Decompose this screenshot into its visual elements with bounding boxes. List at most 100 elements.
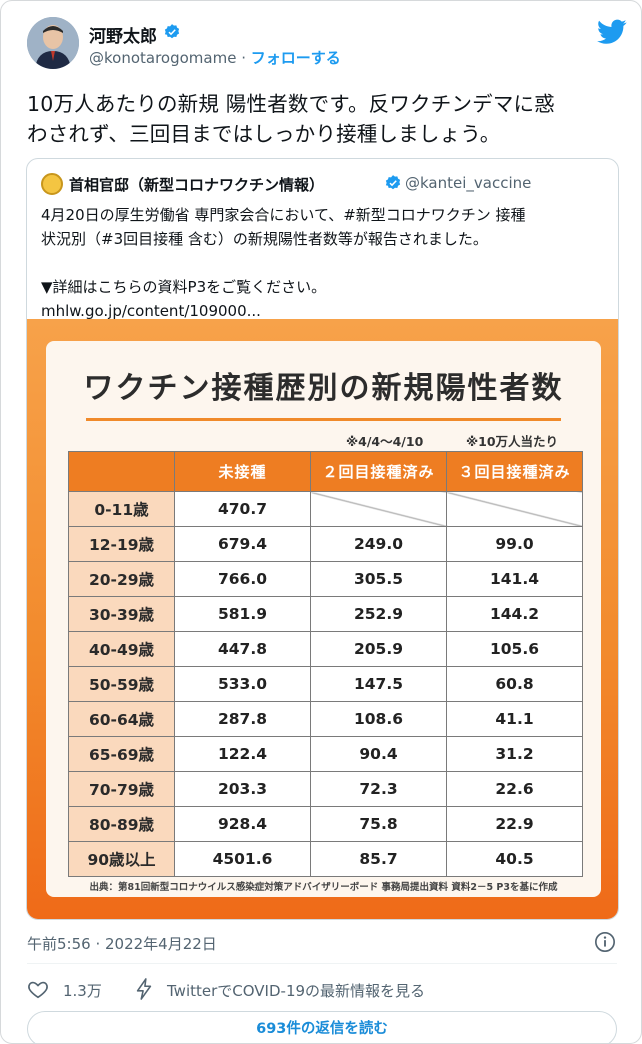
table-header-cell: ２回目接種済み xyxy=(310,451,447,492)
value-cell: 470.7 xyxy=(174,491,311,527)
value-cell: 105.6 xyxy=(446,631,583,667)
verified-badge-icon xyxy=(164,24,180,39)
author-name[interactable]: 河野太郎 xyxy=(89,27,157,47)
not-applicable-cell xyxy=(446,491,583,527)
avatar-portrait-icon xyxy=(27,17,79,69)
kantei-logo-icon xyxy=(41,173,63,195)
value-cell: 287.8 xyxy=(174,701,311,737)
table-row: 12-19歳 679.4 249.0 99.0 xyxy=(68,526,583,562)
read-replies-button[interactable]: 693件の返信を読む xyxy=(27,1011,617,1044)
value-cell: 249.0 xyxy=(310,526,447,562)
table-row: 90歳以上 4501.6 85.7 40.5 xyxy=(68,841,583,877)
table-row: 30-39歳 581.9 252.9 144.2 xyxy=(68,596,583,632)
twitter-bird-icon[interactable] xyxy=(597,19,627,45)
info-icon[interactable] xyxy=(594,931,616,953)
table-row: 65-69歳 122.4 90.4 31.2 xyxy=(68,736,583,772)
value-cell: 122.4 xyxy=(174,736,311,772)
quoted-author-name: 首相官邸（新型コロナワクチン情報） xyxy=(69,176,325,194)
value-cell: 766.0 xyxy=(174,561,311,597)
value-cell: 679.4 xyxy=(174,526,311,562)
age-group-cell: 40-49歳 xyxy=(68,631,175,667)
table-header-cell: 未接種 xyxy=(174,451,311,492)
quoted-author-handle: @kantei_vaccine xyxy=(405,174,532,192)
unit-note: ※10万人当たり xyxy=(466,434,559,449)
value-cell: 447.8 xyxy=(174,631,311,667)
value-cell: 22.6 xyxy=(446,771,583,807)
age-group-cell: 12-19歳 xyxy=(68,526,175,562)
value-cell: 581.9 xyxy=(174,596,311,632)
table-header-row: 未接種 ２回目接種済み ３回目接種済み xyxy=(68,451,583,492)
table-row: 50-59歳 533.0 147.5 60.8 xyxy=(68,666,583,702)
tweet-header: 河野太郎 @konotarogomame · フォローする xyxy=(27,17,627,77)
handle-line: @konotarogomame · フォローする xyxy=(89,47,341,68)
tweet-text-line: 10万人あたりの新規 陽性者数です。反ワクチンデマに惑 xyxy=(27,92,555,116)
age-group-cell: 60-64歳 xyxy=(68,701,175,737)
quoted-image[interactable]: ワクチン接種歴別の新規陽性者数 ※4/4～4/10 ※10万人当たり 未接種 ２… xyxy=(27,319,618,919)
bolt-icon xyxy=(136,978,152,1000)
table-header-cell: ３回目接種済み xyxy=(446,451,583,492)
table-row: 40-49歳 447.8 205.9 105.6 xyxy=(68,631,583,667)
age-group-cell: 80-89歳 xyxy=(68,806,175,842)
quoted-text-line: 状況別（#3回目接種 含む）の新規陽性者数等が報告されました。 xyxy=(41,230,488,248)
value-cell: 205.9 xyxy=(310,631,447,667)
heart-icon[interactable] xyxy=(27,978,49,1000)
value-cell: 75.8 xyxy=(310,806,447,842)
value-cell: 60.8 xyxy=(446,666,583,702)
value-cell: 4501.6 xyxy=(174,841,311,877)
table-header-cell xyxy=(68,451,175,492)
value-cell: 40.5 xyxy=(446,841,583,877)
value-cell: 305.5 xyxy=(310,561,447,597)
quoted-link[interactable]: mhlw.go.jp/content/109000... xyxy=(41,302,261,320)
age-group-cell: 70-79歳 xyxy=(68,771,175,807)
value-cell: 99.0 xyxy=(446,526,583,562)
value-cell: 108.6 xyxy=(310,701,447,737)
value-cell: 85.7 xyxy=(310,841,447,877)
table-row: 0-11歳 470.7 xyxy=(68,491,583,527)
value-cell: 31.2 xyxy=(446,736,583,772)
follow-button[interactable]: フォローする xyxy=(250,49,341,67)
value-cell: 533.0 xyxy=(174,666,311,702)
verified-badge-icon xyxy=(385,175,401,190)
value-cell: 252.9 xyxy=(310,596,447,632)
source-note: 出典：第81回新型コロナウイルス感染症対策アドバイザリーボード 事務局提出資料 … xyxy=(89,882,558,893)
quoted-text: 4月20日の厚生労働省 専門家会合において、#新型コロナワクチン 接種 状況別（… xyxy=(41,203,606,323)
age-group-cell: 20-29歳 xyxy=(68,561,175,597)
like-count[interactable]: 1.3万 xyxy=(63,982,102,1000)
age-group-cell: 30-39歳 xyxy=(68,596,175,632)
age-group-cell: 0-11歳 xyxy=(68,491,175,527)
value-cell: 144.2 xyxy=(446,596,583,632)
value-cell: 90.4 xyxy=(310,736,447,772)
age-group-cell: 50-59歳 xyxy=(68,666,175,702)
table-row: 70-79歳 203.3 72.3 22.6 xyxy=(68,771,583,807)
divider xyxy=(27,963,617,964)
quoted-blank-line xyxy=(41,251,606,275)
value-cell: 928.4 xyxy=(174,806,311,842)
quoted-tweet[interactable]: 首相官邸（新型コロナワクチン情報） @kantei_vaccine 4月20日の… xyxy=(26,158,619,920)
period-note: ※4/4～4/10 xyxy=(346,434,424,449)
table-row: 20-29歳 766.0 305.5 141.4 xyxy=(68,561,583,597)
title-underline xyxy=(86,418,561,421)
tweet-timestamp[interactable]: 午前5:56 · 2022年4月22日 xyxy=(27,935,217,953)
table-body: 0-11歳 470.7 12-19歳 679.4 249.0 99.0 20-29歳 766.… xyxy=(68,491,583,877)
positive-cases-table: 未接種 ２回目接種済み ３回目接種済み 0-11歳 470.7 12-19歳 679.… xyxy=(68,451,583,877)
covid-info-link[interactable]: TwitterでCOVID-19の最新情報を見る xyxy=(167,982,426,1000)
value-cell: 72.3 xyxy=(310,771,447,807)
infographic-panel: ワクチン接種歴別の新規陽性者数 ※4/4～4/10 ※10万人当たり 未接種 ２… xyxy=(46,341,601,897)
value-cell: 147.5 xyxy=(310,666,447,702)
value-cell: 141.4 xyxy=(446,561,583,597)
tweet-text-line: わされず、三回目まではしっかり接種しましょう。 xyxy=(27,122,501,146)
tweet-actions: 1.3万 TwitterでCOVID-19の最新情報を見る xyxy=(27,977,617,1003)
value-cell: 41.1 xyxy=(446,701,583,737)
not-applicable-cell xyxy=(310,491,447,527)
quoted-text-line: ▼詳細はこちらの資料P3をご覧ください。 xyxy=(41,278,327,296)
table-row: 60-64歳 287.8 108.6 41.1 xyxy=(68,701,583,737)
handle-separator: · xyxy=(241,49,247,67)
quoted-text-line: 4月20日の厚生労働省 専門家会合において、#新型コロナワクチン 接種 xyxy=(41,206,526,224)
avatar[interactable] xyxy=(27,17,79,69)
author-handle[interactable]: @konotarogomame xyxy=(89,49,237,67)
age-group-cell: 90歳以上 xyxy=(68,841,175,877)
value-cell: 203.3 xyxy=(174,771,311,807)
table-row: 80-89歳 928.4 75.8 22.9 xyxy=(68,806,583,842)
infographic-title: ワクチン接種歴別の新規陽性者数 xyxy=(83,371,564,406)
